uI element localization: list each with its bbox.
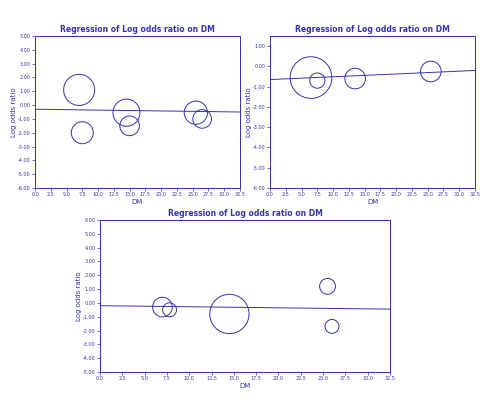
X-axis label: DM: DM	[367, 198, 378, 204]
X-axis label: DM: DM	[132, 198, 143, 204]
Point	[78, 130, 86, 136]
Point	[427, 68, 435, 75]
X-axis label: DM: DM	[240, 382, 250, 388]
Point	[198, 116, 206, 122]
Point	[324, 283, 332, 290]
Point	[307, 74, 315, 81]
Point	[75, 87, 83, 93]
Point	[328, 323, 336, 330]
Text: (b): (b)	[366, 230, 378, 240]
Title: Regression of Log odds ratio on DM: Regression of Log odds ratio on DM	[168, 209, 322, 218]
Point	[192, 110, 200, 116]
Point	[158, 304, 166, 310]
Point	[166, 307, 173, 313]
Point	[314, 77, 322, 84]
Text: (a): (a)	[132, 230, 143, 240]
Title: Regression of Log odds ratio on DM: Regression of Log odds ratio on DM	[60, 25, 215, 34]
Y-axis label: Log odds ratio: Log odds ratio	[76, 271, 82, 321]
Title: Regression of Log odds ratio on DM: Regression of Log odds ratio on DM	[295, 25, 450, 34]
Point	[122, 110, 130, 116]
Y-axis label: Log odds ratio: Log odds ratio	[246, 87, 252, 137]
Point	[351, 75, 359, 82]
Point	[226, 311, 234, 317]
Y-axis label: Log odds ratio: Log odds ratio	[11, 87, 17, 137]
Point	[126, 123, 134, 129]
